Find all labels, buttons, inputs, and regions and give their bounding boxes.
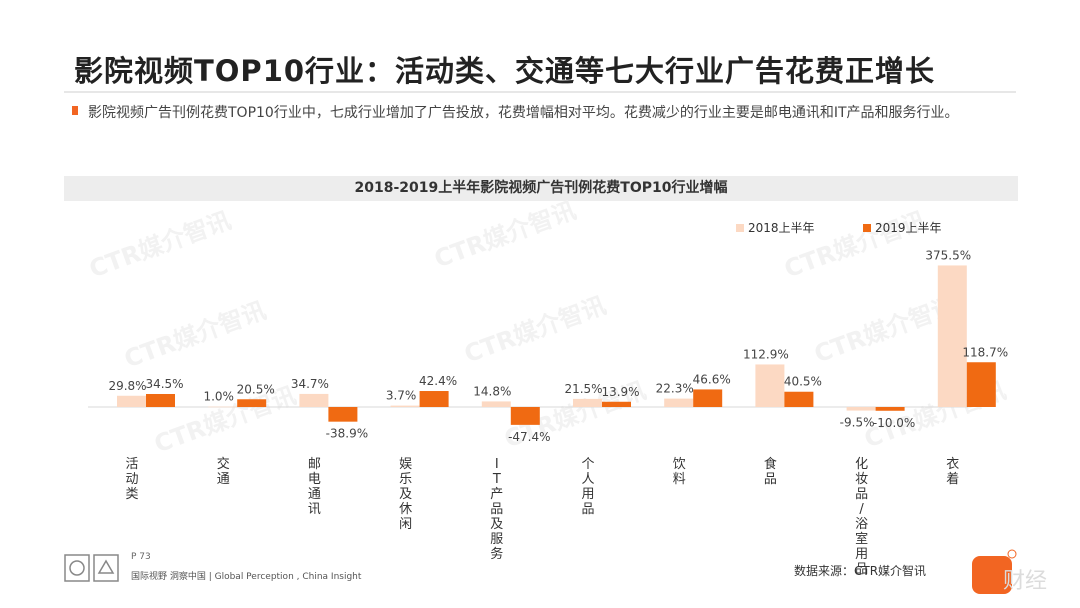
category-label: 活 xyxy=(125,457,138,472)
page-subtitle: 影院视频广告刊例花费TOP10行业中，七成行业增加了广告投放，花费增幅相对平均。… xyxy=(88,105,959,121)
data-label: -38.9% xyxy=(326,427,368,441)
bar-2018 xyxy=(208,406,238,408)
chart-title: 2018-2019上半年影院视频广告刊例花费TOP10行业增幅 xyxy=(64,176,1018,201)
category-label: 用 xyxy=(581,487,594,502)
page-title: 影院视频TOP10行业：活动类、交通等七大行业广告花费正增长 xyxy=(74,54,936,88)
bar-2018 xyxy=(937,265,967,407)
category-label: I xyxy=(495,457,499,472)
bar-2018 xyxy=(755,364,785,407)
data-label: 3.7% xyxy=(386,389,417,403)
category-label: 化 xyxy=(855,457,868,472)
category-label: 料 xyxy=(673,472,686,487)
title-divider xyxy=(64,91,1016,93)
bar-2018 xyxy=(664,398,694,407)
bar-2019 xyxy=(146,393,175,407)
data-label: 22.3% xyxy=(656,382,694,396)
bar-2018 xyxy=(299,393,329,407)
category-label: 妆 xyxy=(855,472,868,487)
bullet-icon xyxy=(72,106,78,115)
bar-2018 xyxy=(117,395,146,407)
category-label: 品 xyxy=(490,502,503,517)
brand-logo xyxy=(972,549,1017,594)
data-label: 375.5% xyxy=(925,248,971,262)
category-label: 产 xyxy=(490,487,503,502)
bar-2019 xyxy=(693,389,723,407)
category-label: 闲 xyxy=(399,517,412,532)
category-label: / xyxy=(859,502,864,517)
category-label: 通 xyxy=(308,487,321,502)
bar-2018 xyxy=(481,401,511,407)
category-label: 及 xyxy=(399,487,412,502)
category-label: 品 xyxy=(764,472,777,487)
data-label: 21.5% xyxy=(564,382,602,396)
category-label: 休 xyxy=(399,502,412,517)
data-label: 40.5% xyxy=(784,375,822,389)
bar-2018 xyxy=(390,405,420,407)
legend-label: 2018上半年 xyxy=(748,221,815,235)
bar-2019 xyxy=(784,391,814,407)
bar-2019 xyxy=(419,391,449,407)
category-label: 电 xyxy=(308,472,321,487)
category-label: 品 xyxy=(855,487,868,502)
page-number: P 73 xyxy=(131,552,151,562)
data-label: -10.0% xyxy=(873,416,915,430)
certification-logo xyxy=(64,554,119,582)
bar-2019 xyxy=(510,407,540,425)
data-label: 46.6% xyxy=(693,372,731,386)
legend-label: 2019上半年 xyxy=(875,221,942,235)
footer-tagline: 国际视野 洞察中国 | Global Perception , China In… xyxy=(131,572,362,582)
data-label: 1.0% xyxy=(203,390,234,404)
data-label: 29.8% xyxy=(108,379,146,393)
category-label: 饮 xyxy=(673,457,686,472)
category-label: 人 xyxy=(581,472,594,487)
data-label: 118.7% xyxy=(962,345,1008,359)
brand-text: 财经 xyxy=(1003,569,1048,594)
bar-2018 xyxy=(573,398,602,407)
data-label: 34.7% xyxy=(291,377,329,391)
bar-2019 xyxy=(328,407,358,422)
data-label: 20.5% xyxy=(237,382,275,396)
category-label: 品 xyxy=(855,562,868,577)
bar-2019 xyxy=(602,401,631,407)
bar-2019 xyxy=(966,362,996,407)
category-label: 娱 xyxy=(399,457,412,472)
category-label: T xyxy=(492,472,501,487)
category-label: 及 xyxy=(490,517,503,532)
data-label: 112.9% xyxy=(743,347,789,361)
category-label: 通 xyxy=(217,472,230,487)
category-label: 衣 xyxy=(946,456,959,472)
category-label: 类 xyxy=(125,487,138,502)
category-label: 务 xyxy=(490,546,503,562)
data-label: -47.4% xyxy=(508,430,550,444)
data-label: -9.5% xyxy=(840,416,875,430)
legend-swatch xyxy=(736,224,744,232)
data-label: 42.4% xyxy=(419,374,457,388)
category-label: 用 xyxy=(855,547,868,562)
category-label: 讯 xyxy=(308,502,321,517)
data-label: 13.9% xyxy=(601,385,639,399)
bar-2019 xyxy=(875,407,905,411)
data-source: 数据来源：CTR媒介智讯 xyxy=(794,564,927,578)
data-label: 14.8% xyxy=(473,384,511,398)
category-label: 乐 xyxy=(399,472,412,487)
legend-swatch xyxy=(863,224,871,232)
data-label: 34.5% xyxy=(145,377,183,391)
category-label: 动 xyxy=(125,472,138,487)
bar-2019 xyxy=(237,399,267,407)
category-label: 个 xyxy=(581,457,594,472)
category-label: 食 xyxy=(764,456,777,472)
category-label: 室 xyxy=(855,531,868,547)
category-label: 邮 xyxy=(308,457,321,472)
category-label: 浴 xyxy=(855,517,868,532)
category-label: 服 xyxy=(490,532,503,547)
bar-2018 xyxy=(846,407,876,411)
category-label: 着 xyxy=(946,471,959,487)
category-label: 品 xyxy=(581,502,594,517)
category-label: 交 xyxy=(217,456,230,472)
